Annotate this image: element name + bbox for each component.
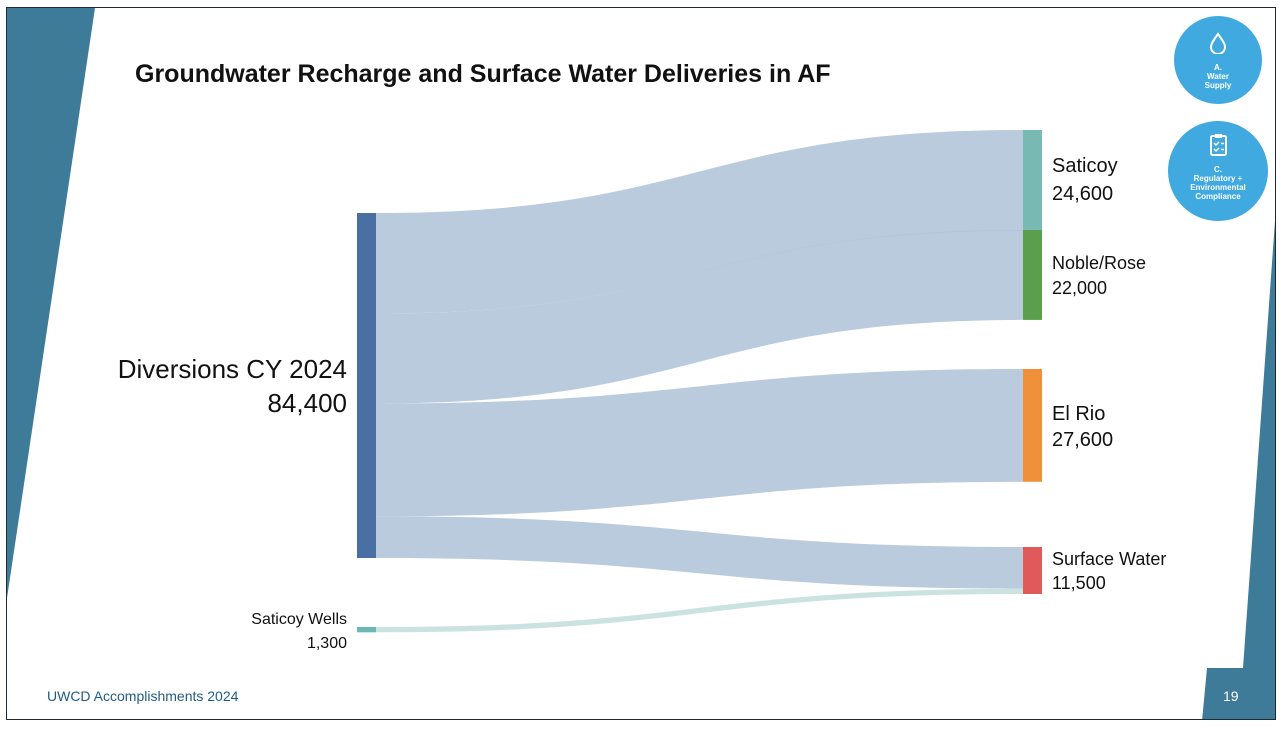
sankey-link-diversions-saticoy bbox=[376, 130, 1023, 314]
node-label-wells-name: Saticoy Wells bbox=[251, 611, 347, 628]
node-label-noble-value: 22,000 bbox=[1052, 278, 1107, 298]
left-accent-shape bbox=[7, 8, 95, 598]
slide: Groundwater Recharge and Surface Water D… bbox=[6, 7, 1276, 720]
page-title: Groundwater Recharge and Surface Water D… bbox=[135, 60, 831, 88]
sankey-node-wells bbox=[357, 627, 376, 633]
regulatory-compliance-badge: C. Regulatory + Environmental Compliance bbox=[1168, 121, 1268, 221]
sankey-node-surface bbox=[1023, 547, 1042, 595]
badge-text: Environmental bbox=[1190, 183, 1246, 192]
badge-letter: A. bbox=[1214, 63, 1222, 72]
sankey-link-diversions-noble bbox=[376, 230, 1023, 404]
sankey-node-noble bbox=[1023, 230, 1042, 320]
node-label-elrio-value: 27,600 bbox=[1052, 429, 1113, 451]
node-label-noble-name: Noble/Rose bbox=[1052, 253, 1146, 273]
badge-text: Supply bbox=[1204, 81, 1232, 90]
sankey-node-diversions bbox=[357, 213, 376, 558]
page-number: 19 bbox=[1223, 688, 1239, 704]
sankey-node-saticoy bbox=[1023, 130, 1042, 231]
badge-letter: C. bbox=[1214, 165, 1222, 174]
clipboard-checklist-icon bbox=[1168, 133, 1268, 164]
right-accent-shape bbox=[1202, 220, 1275, 719]
node-label-elrio-name: El Rio bbox=[1052, 403, 1105, 425]
slide-decoration bbox=[7, 8, 1275, 719]
badge-text: Regulatory + bbox=[1193, 174, 1243, 183]
badge-text: Compliance bbox=[1195, 192, 1241, 201]
sankey-link-diversions-elrio bbox=[376, 369, 1023, 517]
node-label-saticoy-value: 24,600 bbox=[1052, 183, 1113, 205]
node-label-saticoy-name: Saticoy bbox=[1052, 155, 1118, 177]
node-label-surface-name: Surface Water bbox=[1052, 549, 1166, 569]
sankey-link-diversions-surface bbox=[376, 516, 1023, 589]
sankey-node-elrio bbox=[1023, 369, 1042, 482]
footer-text: UWCD Accomplishments 2024 bbox=[47, 688, 239, 704]
sankey-link-wells-surface bbox=[376, 588, 1023, 633]
water-drop-icon bbox=[1174, 32, 1262, 59]
node-label-diversions-name: Diversions CY 2024 bbox=[118, 354, 347, 384]
node-label-diversions-value: 84,400 bbox=[267, 388, 347, 418]
sankey-chart: Diversions CY 2024 84,400 Saticoy Wells 1,3… bbox=[118, 130, 1166, 652]
badge-text: Water bbox=[1207, 72, 1229, 81]
water-supply-badge: A. Water Supply bbox=[1174, 16, 1262, 104]
node-label-surface-value: 11,500 bbox=[1052, 573, 1106, 593]
node-label-wells-value: 1,300 bbox=[307, 635, 347, 652]
